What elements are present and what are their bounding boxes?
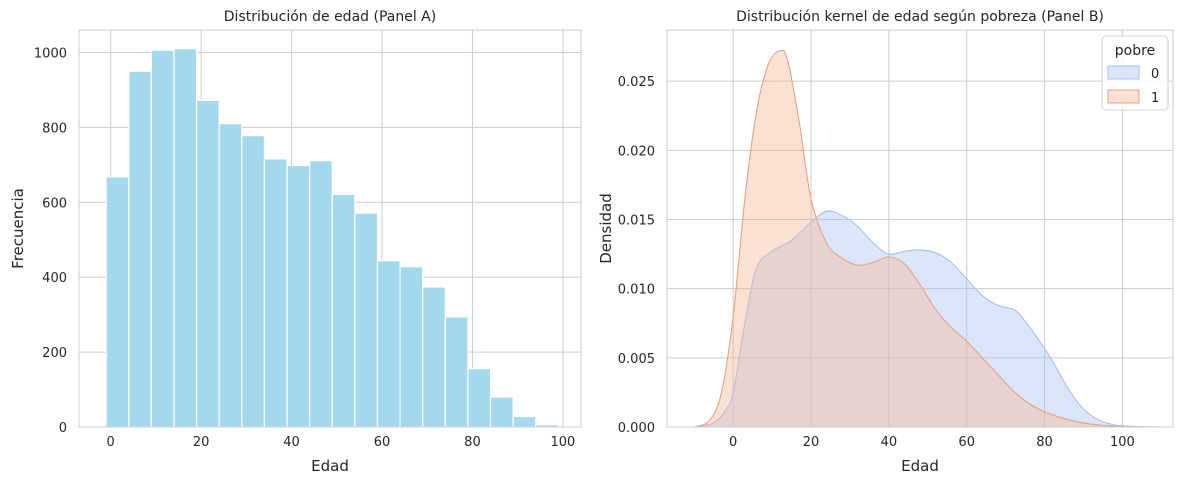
y-tick-label: 0.010 [618, 283, 655, 298]
panel-a: 0 20 40 60 80 10002004006008001000Distribució… [9, 9, 582, 475]
kde-area-series-1 [694, 50, 1138, 428]
plot-frame [78, 29, 582, 428]
x-tick-label: 40 [283, 435, 300, 450]
x-tick-label: 20 [803, 435, 820, 450]
legend: pobre 0 1 [1101, 35, 1169, 111]
legend-label-series-1: 1 [1151, 91, 1159, 106]
legend-title: pobre [1115, 43, 1155, 59]
legend-swatch-series-1 [1107, 89, 1140, 104]
histogram-bar [489, 396, 514, 428]
y-tick-label: 0 [59, 421, 67, 436]
histogram-bar [263, 158, 288, 428]
y-tick-label: 800 [42, 121, 67, 136]
legend-box [1101, 35, 1169, 111]
y-tick-label: 0.005 [618, 352, 655, 367]
x-tick-label: 0 [729, 435, 737, 450]
x-tick-label: 80 [1036, 435, 1053, 450]
histogram-bar [309, 160, 333, 428]
y-axis-label: Frecuencia [9, 188, 27, 269]
histogram-bar [467, 367, 492, 428]
histogram-bar [399, 266, 424, 428]
x-tick-label: 0 [107, 435, 115, 450]
histogram-bar [173, 48, 198, 428]
legend-swatch-series-0 [1107, 65, 1140, 80]
legend-label-series-0: 0 [1151, 67, 1159, 82]
x-axis-label: Edad [311, 457, 349, 475]
x-tick-label: 60 [958, 435, 975, 450]
histogram-bar [512, 415, 537, 428]
histogram-bar [195, 99, 220, 428]
x-axis-label: Edad [901, 457, 939, 475]
histogram-bar [241, 135, 266, 428]
y-axis-label: Densidad [597, 193, 615, 264]
histogram-bar [354, 212, 379, 428]
histogram-bar [376, 260, 401, 428]
x-tick-label: 60 [374, 435, 391, 450]
histogram-bar [331, 193, 356, 428]
y-tick-label: 0.025 [618, 75, 655, 90]
panel-b: 0 20 40 60 80 100 0.000 0.005 0.010 0.015 0.020 0.0… [597, 9, 1174, 475]
chart-title: Distribución kernel de edad según pobrez… [736, 9, 1104, 25]
y-tick-label: 400 [42, 271, 67, 286]
kde-line-series-1 [694, 49, 1138, 428]
y-tick-label: 0.015 [618, 214, 655, 229]
x-tick-label: 20 [193, 435, 210, 450]
plot-frame [666, 29, 1174, 428]
histogram-bar [105, 176, 130, 428]
kde-line-series-0 [694, 210, 1162, 428]
histogram-bar [150, 49, 175, 428]
chart-title: Distribución de edad (Panel A) [224, 9, 436, 25]
x-tick-label: 40 [881, 435, 898, 450]
histogram-bar [422, 286, 446, 428]
histogram-bar [218, 123, 243, 428]
x-tick-label: 100 [1110, 435, 1135, 450]
y-tick-label: 0.020 [618, 144, 655, 159]
x-tick-label: 100 [550, 435, 575, 450]
y-tick-label: 1000 [34, 46, 67, 61]
kde-area-series-0 [694, 210, 1162, 427]
y-tick-label: 600 [42, 196, 67, 211]
histogram-bar [128, 70, 152, 428]
histogram-bar [444, 316, 469, 428]
histogram-bar [286, 164, 311, 428]
y-tick-label: 0.000 [618, 421, 655, 436]
x-tick-label: 80 [464, 435, 481, 450]
y-tick-label: 200 [42, 346, 67, 361]
